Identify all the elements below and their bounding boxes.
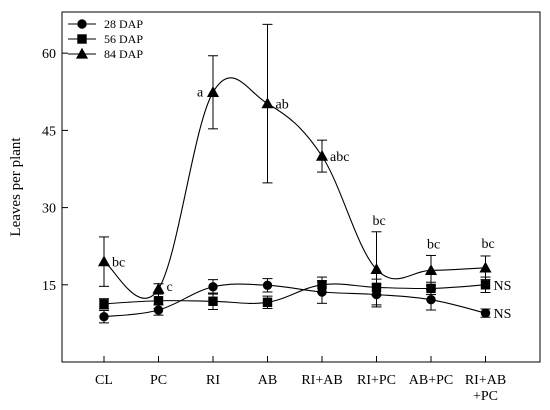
series-layer <box>97 23 492 324</box>
data-point <box>317 280 327 290</box>
significance-label: bc <box>427 237 440 252</box>
legend-label: 84 DAP <box>104 47 143 61</box>
data-point <box>152 282 165 294</box>
x-axis-ticks: CL PC RI AB RI+AB RI+PC AB+PC RI+AB +PC <box>95 356 506 404</box>
significance-label: a <box>197 85 204 100</box>
x-tick-label: RI <box>206 373 220 388</box>
data-point <box>99 299 109 309</box>
data-point <box>480 280 491 290</box>
data-point <box>426 295 436 305</box>
annotation-layer: bc c a ab abc bc bc bc NS NS <box>112 85 511 322</box>
data-point <box>262 280 273 291</box>
x-tick-label: RI+PC <box>357 373 396 388</box>
data-point <box>208 282 218 292</box>
data-point <box>206 86 220 97</box>
x-tick-label: CL <box>95 373 113 388</box>
legend-marker <box>77 19 87 29</box>
x-tick-label: RI+AB +PC <box>465 373 506 404</box>
data-point <box>370 263 383 275</box>
y-tick-label: 45 <box>42 124 56 139</box>
significance-label: NS <box>494 279 512 294</box>
x-tick-label: RI+AB <box>301 373 342 388</box>
y-tick-label: 15 <box>42 279 56 294</box>
legend-label: 56 DAP <box>104 32 143 46</box>
x-tick-label: AB <box>258 373 277 388</box>
data-point <box>315 149 329 161</box>
data-point <box>153 296 164 306</box>
legend-marker <box>75 47 89 59</box>
significance-label: ab <box>276 98 289 113</box>
x-tick-label: AB+PC <box>409 373 453 388</box>
data-point <box>480 308 491 318</box>
data-point <box>479 261 492 273</box>
series-line <box>103 77 486 299</box>
legend-entry: 28 DAP <box>68 17 143 31</box>
significance-label: bc <box>482 237 495 252</box>
data-point <box>262 297 273 307</box>
plot-frame <box>61 11 541 363</box>
data-point <box>97 255 111 267</box>
y-tick-label: 60 <box>42 47 56 62</box>
significance-label: abc <box>330 150 349 165</box>
data-point <box>261 97 274 109</box>
y-axis-title: Leaves per plant <box>8 137 24 237</box>
data-point <box>99 312 109 322</box>
series-84-dap <box>97 23 492 308</box>
legend-label: 28 DAP <box>104 17 143 31</box>
x-tick-label: PC <box>150 373 167 388</box>
significance-label: NS <box>494 307 512 322</box>
y-axis-ticks: 15 30 45 60 <box>42 47 68 294</box>
significance-label: bc <box>112 256 125 271</box>
data-point <box>208 296 218 306</box>
series-line <box>103 283 486 305</box>
legend-entry: 56 DAP <box>68 32 143 46</box>
significance-label: c <box>167 280 173 295</box>
y-tick-label: 30 <box>42 202 56 217</box>
data-point <box>424 264 438 276</box>
legend-entry: 84 DAP <box>68 47 143 61</box>
legend-marker <box>77 34 87 44</box>
significance-label: bc <box>373 214 386 229</box>
